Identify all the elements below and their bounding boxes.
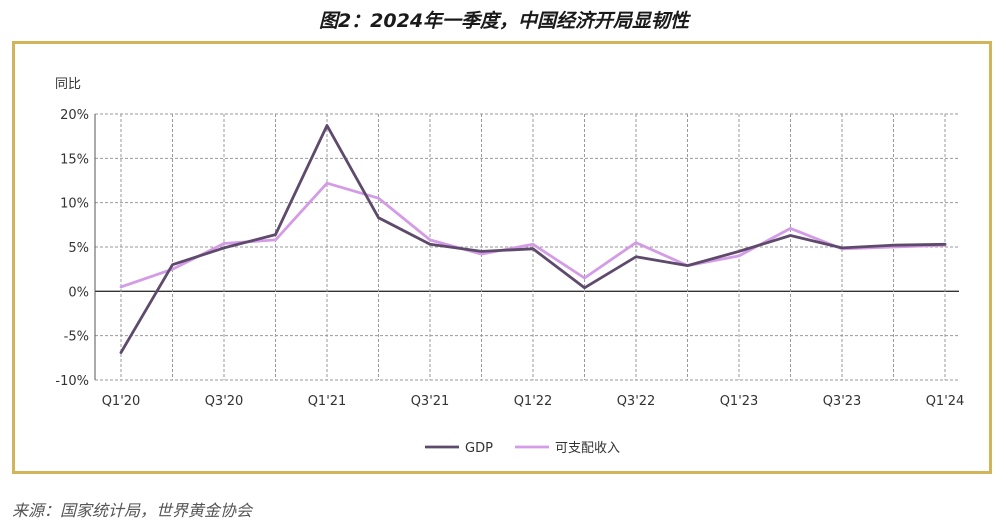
line-chart: 同比 20% 15% 10% 5% 0% -5% -10% Q1'20 Q3'20 Q1'21 Q3'… (55, 77, 964, 456)
x-tick-label: Q3'22 (617, 394, 656, 409)
x-tick-label: Q1'24 (926, 394, 965, 409)
y-tick-label: 20% (60, 108, 89, 123)
y-axis-label: 同比 (55, 77, 81, 92)
y-tick-label: -5% (64, 330, 89, 345)
x-tick-label: Q1'23 (720, 394, 759, 409)
legend-label-gdp: GDP (465, 441, 493, 456)
x-tick-label: Q1'21 (308, 394, 347, 409)
x-tick-label: Q1'22 (514, 394, 553, 409)
y-tick-label: -10% (55, 374, 89, 389)
series-lines (119, 124, 947, 354)
series-line-gdp (119, 124, 947, 354)
x-tick-label: Q1'20 (102, 394, 141, 409)
y-tick-label: 5% (68, 241, 89, 256)
x-tick-label: Q3'21 (411, 394, 450, 409)
chart-frame: 同比 20% 15% 10% 5% 0% -5% -10% Q1'20 Q3'20 Q1'21 Q3'… (12, 41, 992, 474)
axes: 同比 20% 15% 10% 5% 0% -5% -10% Q1'20 Q3'20 Q1'21 Q3'… (55, 77, 964, 409)
legend-label-income: 可支配收入 (555, 441, 620, 456)
x-tick-label: Q3'20 (205, 394, 244, 409)
page-title: 图2：2024年一季度，中国经济开局显韧性 (318, 10, 690, 32)
y-tick-label: 10% (60, 197, 89, 212)
x-tick-label: Q3'23 (823, 394, 862, 409)
series-line-income (119, 181, 947, 289)
grid-lines (95, 113, 959, 381)
source-note: 来源：国家统计局，世界黄金协会 (12, 501, 253, 520)
y-tick-label: 15% (60, 152, 89, 167)
y-tick-label: 0% (68, 285, 89, 300)
legend: GDP 可支配收入 (425, 441, 620, 456)
